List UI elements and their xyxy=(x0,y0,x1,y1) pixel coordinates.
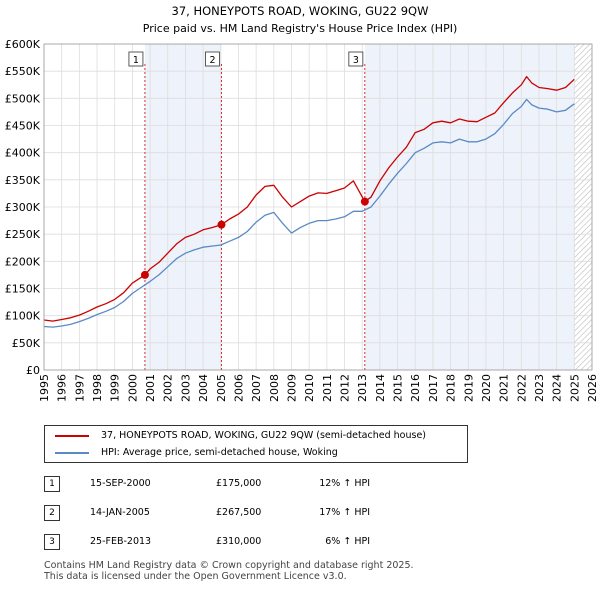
sale-price: £175,000 xyxy=(216,478,262,489)
y-tick-label: £250K xyxy=(5,228,41,241)
y-tick-label: £150K xyxy=(5,283,41,296)
x-tick-label: 1995 xyxy=(38,374,51,402)
sale-marker-badge xyxy=(128,51,144,67)
sale-row: 1 15-SEP-2000 £175,000 12% ↑ HPI xyxy=(44,472,564,501)
y-tick-label: £200K xyxy=(5,255,41,268)
x-tick-label: 2017 xyxy=(427,374,440,402)
x-tick-label: 2000 xyxy=(126,374,139,402)
sale-date: 15-SEP-2000 xyxy=(90,478,151,489)
footer-copyright: Contains HM Land Registry data © Crown c… xyxy=(44,560,414,571)
legend-swatch-property xyxy=(55,435,89,437)
y-tick-label: £0 xyxy=(26,364,40,377)
x-tick-label: 2021 xyxy=(498,374,511,402)
sale-marker-badge xyxy=(205,51,220,67)
x-tick-label: 2019 xyxy=(462,374,475,402)
sale-row: 2 14-JAN-2005 £267,500 17% ↑ HPI xyxy=(44,501,564,530)
sale-marker-badge xyxy=(348,51,364,67)
x-tick-label: 2004 xyxy=(197,374,210,402)
sale-number-badge: 2 xyxy=(44,505,60,521)
sale-point xyxy=(140,270,149,279)
footer: Contains HM Land Registry data © Crown c… xyxy=(44,560,414,582)
x-tick-label: 2024 xyxy=(551,374,564,402)
x-tick-label: 2007 xyxy=(250,374,263,402)
x-tick-label: 2014 xyxy=(374,374,387,402)
sale-hpi-change: 12% ↑ HPI xyxy=(319,478,370,489)
x-tick-label: 2011 xyxy=(321,374,334,402)
x-tick-label: 2005 xyxy=(215,374,228,402)
footer-licence: This data is licensed under the Open Gov… xyxy=(44,571,347,582)
x-tick-label: 2009 xyxy=(285,374,298,402)
chart-subtitle: Price paid vs. HM Land Registry's House … xyxy=(143,22,458,35)
y-tick-label: £300K xyxy=(5,201,41,214)
x-tick-label: 2026 xyxy=(586,374,599,402)
sale-number-badge: 1 xyxy=(44,476,60,492)
x-tick-label: 2013 xyxy=(356,374,369,402)
legend-label-property: 37, HONEYPOTS ROAD, WOKING, GU22 9QW (se… xyxy=(101,430,426,441)
sale-date: 14-JAN-2005 xyxy=(90,507,150,518)
x-tick-label: 1999 xyxy=(109,374,122,402)
legend-swatch-hpi xyxy=(55,452,89,454)
series-line-property xyxy=(43,75,575,322)
legend-label-hpi: HPI: Average price, semi-detached house,… xyxy=(101,447,338,458)
sale-hpi-change: 6% ↑ HPI xyxy=(325,536,370,547)
price-chart: 37, HONEYPOTS ROAD, WOKING, GU22 9QW Pri… xyxy=(5,4,599,402)
sale-point xyxy=(217,220,226,229)
sale-point xyxy=(360,197,369,206)
sale-marker-label: 3 xyxy=(353,55,359,66)
x-tick-label: 2002 xyxy=(162,374,175,402)
x-tick-label: 2012 xyxy=(339,374,352,402)
plot-border xyxy=(43,43,593,371)
x-tick-label: 2016 xyxy=(409,374,422,402)
x-tick-label: 2018 xyxy=(445,374,458,402)
sale-number-badge: 3 xyxy=(44,534,60,550)
x-tick-label: 1998 xyxy=(91,374,104,402)
x-tick-label: 2015 xyxy=(392,374,405,402)
chart-title: 37, HONEYPOTS ROAD, WOKING, GU22 9QW xyxy=(172,4,429,18)
x-tick-label: 1997 xyxy=(73,374,86,402)
x-tick-label: 1996 xyxy=(56,374,69,402)
x-tick-label: 2010 xyxy=(303,374,316,402)
y-tick-label: £400K xyxy=(5,147,41,160)
y-tick-label: £50K xyxy=(12,337,41,350)
x-tick-label: 2022 xyxy=(515,374,528,402)
y-tick-label: £350K xyxy=(5,174,41,187)
x-tick-label: 2003 xyxy=(179,374,192,402)
sale-price: £267,500 xyxy=(216,507,262,518)
sale-marker-label: 2 xyxy=(209,55,215,66)
legend: 37, HONEYPOTS ROAD, WOKING, GU22 9QW (se… xyxy=(44,425,468,463)
y-tick-label: £450K xyxy=(5,120,41,133)
y-tick-label: £550K xyxy=(5,65,41,78)
x-tick-label: 2020 xyxy=(480,374,493,402)
y-tick-label: £600K xyxy=(5,38,41,51)
x-tick-label: 2001 xyxy=(144,374,157,402)
sale-marker-label: 1 xyxy=(133,55,139,66)
y-tick-label: £100K xyxy=(5,310,41,323)
sale-hpi-change: 17% ↑ HPI xyxy=(319,507,370,518)
sale-price: £310,000 xyxy=(216,536,262,547)
series-line-hpi xyxy=(43,98,575,328)
x-tick-label: 2023 xyxy=(533,374,546,402)
sale-date: 25-FEB-2013 xyxy=(90,536,152,547)
y-tick-label: £500K xyxy=(5,92,41,105)
sale-row: 3 25-FEB-2013 £310,000 6% ↑ HPI xyxy=(44,530,564,559)
x-tick-label: 2025 xyxy=(568,374,581,402)
x-tick-label: 2006 xyxy=(232,374,245,402)
sales-table: 1 15-SEP-2000 £175,000 12% ↑ HPI 2 14-JA… xyxy=(44,472,564,559)
x-tick-label: 2008 xyxy=(268,374,281,402)
